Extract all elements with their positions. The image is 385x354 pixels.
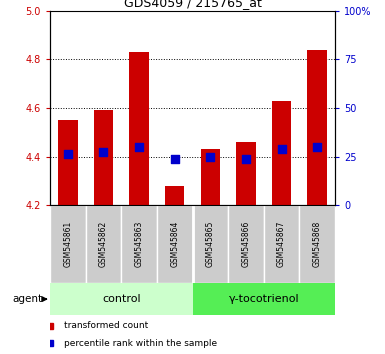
Text: control: control bbox=[102, 294, 141, 304]
Bar bbox=[121, 205, 157, 283]
Bar bbox=[192, 283, 335, 315]
Point bbox=[65, 152, 71, 157]
Text: γ-tocotrienol: γ-tocotrienol bbox=[228, 294, 299, 304]
Bar bbox=[201, 149, 220, 205]
Bar bbox=[85, 205, 121, 283]
Text: transformed count: transformed count bbox=[64, 321, 149, 330]
Text: GSM545863: GSM545863 bbox=[135, 221, 144, 268]
Bar bbox=[300, 205, 335, 283]
Bar bbox=[228, 205, 264, 283]
Bar bbox=[264, 205, 300, 283]
Point bbox=[136, 144, 142, 150]
Text: GSM545862: GSM545862 bbox=[99, 221, 108, 267]
Bar bbox=[236, 142, 256, 205]
Text: GSM545861: GSM545861 bbox=[64, 221, 72, 267]
Bar bbox=[50, 283, 192, 315]
Text: agent: agent bbox=[12, 294, 42, 304]
Bar bbox=[58, 120, 78, 205]
Point bbox=[172, 156, 178, 162]
Bar bbox=[192, 205, 228, 283]
Bar bbox=[129, 52, 149, 205]
Text: GSM545866: GSM545866 bbox=[241, 221, 250, 268]
Text: GSM545864: GSM545864 bbox=[170, 221, 179, 268]
Bar bbox=[94, 110, 113, 205]
Bar bbox=[157, 205, 192, 283]
Bar bbox=[165, 186, 184, 205]
Point bbox=[278, 147, 285, 152]
Point bbox=[207, 154, 213, 159]
Bar bbox=[50, 205, 85, 283]
Title: GDS4059 / 215765_at: GDS4059 / 215765_at bbox=[124, 0, 261, 10]
Point bbox=[314, 144, 320, 150]
Text: GSM545868: GSM545868 bbox=[313, 221, 321, 267]
Text: GSM545865: GSM545865 bbox=[206, 221, 215, 268]
Text: percentile rank within the sample: percentile rank within the sample bbox=[64, 339, 218, 348]
Text: GSM545867: GSM545867 bbox=[277, 221, 286, 268]
Point bbox=[243, 156, 249, 162]
Bar bbox=[307, 50, 327, 205]
Point bbox=[100, 149, 107, 155]
Bar bbox=[272, 101, 291, 205]
